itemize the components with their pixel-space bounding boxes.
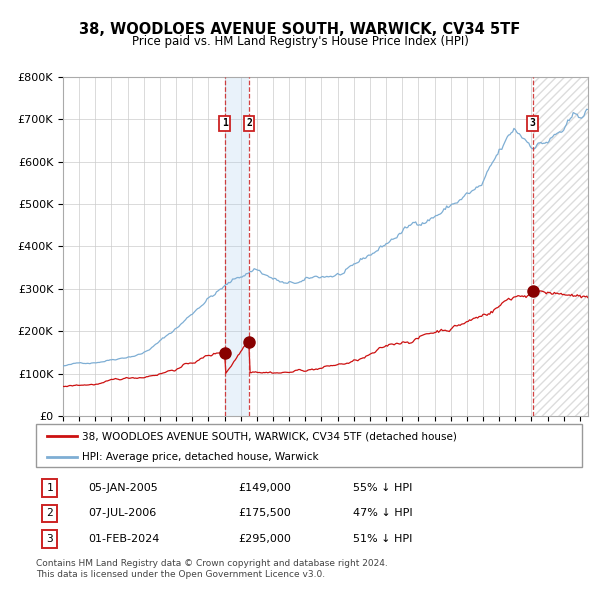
Text: £175,500: £175,500 xyxy=(238,509,291,519)
Text: 3: 3 xyxy=(46,534,53,544)
Text: 51% ↓ HPI: 51% ↓ HPI xyxy=(353,534,412,544)
Text: 05-JAN-2005: 05-JAN-2005 xyxy=(88,483,158,493)
Text: £149,000: £149,000 xyxy=(238,483,291,493)
Text: 01-FEB-2024: 01-FEB-2024 xyxy=(88,534,159,544)
Text: 2: 2 xyxy=(246,119,252,129)
Text: 47% ↓ HPI: 47% ↓ HPI xyxy=(353,509,412,519)
Text: Price paid vs. HM Land Registry's House Price Index (HPI): Price paid vs. HM Land Registry's House … xyxy=(131,35,469,48)
Bar xyxy=(533,77,588,416)
Bar xyxy=(224,77,249,416)
Text: Contains HM Land Registry data © Crown copyright and database right 2024.
This d: Contains HM Land Registry data © Crown c… xyxy=(36,559,388,579)
Text: 38, WOODLOES AVENUE SOUTH, WARWICK, CV34 5TF (detached house): 38, WOODLOES AVENUE SOUTH, WARWICK, CV34… xyxy=(82,431,457,441)
Text: 3: 3 xyxy=(530,119,536,129)
Text: HPI: Average price, detached house, Warwick: HPI: Average price, detached house, Warw… xyxy=(82,451,319,461)
Bar xyxy=(533,77,588,416)
Text: 38, WOODLOES AVENUE SOUTH, WARWICK, CV34 5TF: 38, WOODLOES AVENUE SOUTH, WARWICK, CV34… xyxy=(79,22,521,37)
Text: 07-JUL-2006: 07-JUL-2006 xyxy=(88,509,156,519)
Text: 1: 1 xyxy=(46,483,53,493)
Text: 2: 2 xyxy=(46,509,53,519)
Text: 55% ↓ HPI: 55% ↓ HPI xyxy=(353,483,412,493)
Text: £295,000: £295,000 xyxy=(238,534,291,544)
FancyBboxPatch shape xyxy=(36,424,582,467)
Text: 1: 1 xyxy=(222,119,227,129)
